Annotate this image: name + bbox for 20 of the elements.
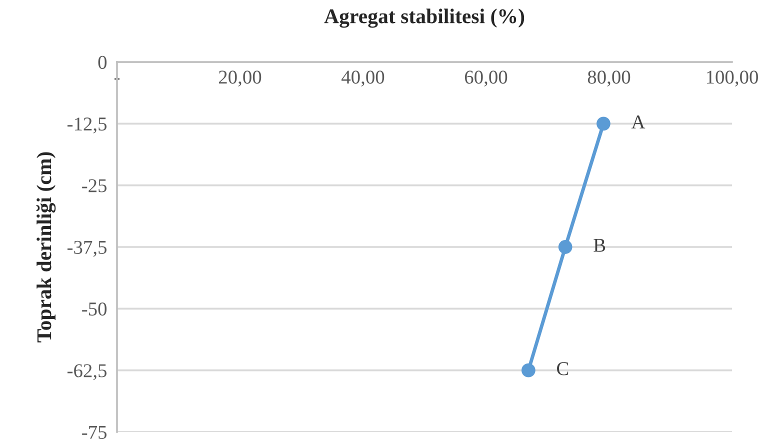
x-tick-label: 100,00 — [706, 70, 758, 87]
x-tick-label: 20,00 — [218, 70, 262, 87]
point — [596, 116, 610, 131]
x-tick-label: 60,00 — [464, 70, 508, 87]
chart-title: Agregat stabilitesi (%) — [324, 8, 524, 28]
point — [558, 240, 572, 254]
x-tick-label: 40,00 — [342, 70, 384, 87]
y-tick-label: -62,5 — [68, 364, 107, 380]
point — [521, 363, 536, 378]
y-axis-title: Toprak derinliği (cm) — [36, 152, 56, 342]
y-tick-label: -50 — [82, 302, 107, 316]
annotation: C — [557, 362, 568, 376]
y-tick-label: 0 — [98, 56, 107, 69]
y-tick-label: -75 — [82, 426, 107, 439]
annotation: B — [594, 238, 606, 252]
annotation: A — [631, 116, 646, 128]
x-tick-label: 80,00 — [588, 70, 630, 87]
y-tick-label: -37,5 — [68, 240, 107, 257]
y-tick-label: -12,5 — [68, 118, 107, 134]
y-tick-label: -25 — [82, 179, 107, 192]
